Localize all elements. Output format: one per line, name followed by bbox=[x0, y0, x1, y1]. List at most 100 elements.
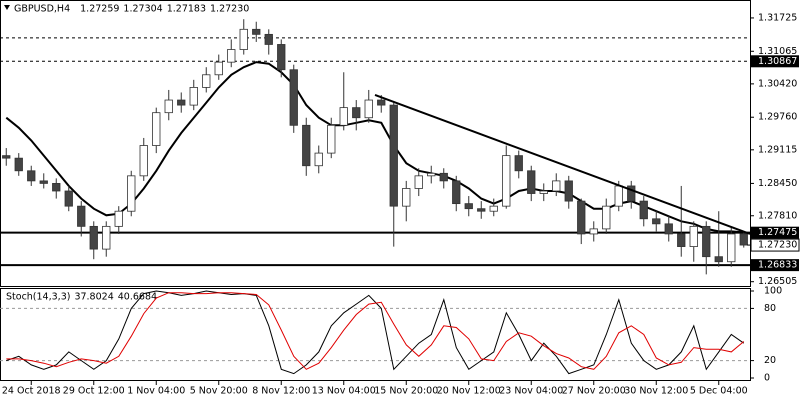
candle-body bbox=[677, 233, 686, 247]
candle-body bbox=[214, 61, 223, 76]
candle-body bbox=[302, 124, 311, 167]
level-tag bbox=[751, 259, 799, 272]
x-tick-label: 24 Oct 2018 bbox=[2, 386, 61, 397]
level-label: 1.26833 bbox=[758, 260, 797, 271]
x-tick-label: 29 Oct 12:00 bbox=[63, 386, 125, 397]
candle-body bbox=[489, 205, 498, 212]
x-tick-label: 23 Nov 04:00 bbox=[499, 386, 563, 397]
x-tick-label: 5 Nov 20:00 bbox=[190, 386, 248, 397]
candle-body bbox=[527, 170, 536, 194]
header-arrow bbox=[4, 5, 10, 10]
candle-body bbox=[602, 205, 611, 230]
candle-body bbox=[2, 155, 11, 159]
candle-body bbox=[652, 218, 661, 225]
candle-body bbox=[264, 33, 273, 45]
y-tick-label: 1.29115 bbox=[758, 144, 797, 155]
candle-body bbox=[114, 210, 123, 227]
candle-body bbox=[427, 172, 436, 177]
candle-body bbox=[339, 107, 348, 126]
stoch-panel bbox=[0, 288, 751, 381]
y-tick-label: 100 bbox=[764, 286, 782, 297]
indicator-reading: 40.6684 bbox=[118, 292, 157, 303]
indicator-reading: 37.8024 bbox=[74, 292, 113, 303]
candle-body bbox=[289, 69, 298, 126]
stoch-line bbox=[6, 290, 745, 375]
candle-body bbox=[77, 205, 86, 227]
candle-body bbox=[502, 155, 511, 207]
candle-body bbox=[277, 44, 286, 71]
quote-value: 1.27304 bbox=[123, 4, 162, 15]
candle-body bbox=[664, 223, 673, 235]
candle-body bbox=[127, 175, 136, 212]
candle-body bbox=[464, 203, 473, 210]
candle-body bbox=[739, 233, 748, 246]
candle-body bbox=[552, 180, 561, 192]
x-tick-label: 1 Nov 04:00 bbox=[127, 386, 185, 397]
x-tick-label: 8 Nov 12:00 bbox=[252, 386, 310, 397]
current-price-label: 1.27230 bbox=[758, 240, 797, 251]
indicator-title: Stoch(14,3,3) bbox=[6, 292, 70, 303]
candle-body bbox=[102, 225, 111, 250]
candle-body bbox=[564, 180, 573, 202]
candle-body bbox=[202, 74, 211, 88]
candle-body bbox=[227, 49, 236, 63]
candle-body bbox=[177, 99, 186, 106]
candle-body bbox=[727, 233, 736, 263]
y-tick-label: 80 bbox=[764, 303, 776, 314]
y-tick-label: 1.31065 bbox=[758, 46, 797, 57]
candle-body bbox=[39, 180, 48, 184]
quote-value: 1.27183 bbox=[167, 4, 206, 15]
quote-value: 1.27230 bbox=[210, 4, 249, 15]
y-tick-label: 20 bbox=[764, 355, 776, 366]
candle-body bbox=[414, 175, 423, 189]
y-tick-label: 1.29760 bbox=[758, 112, 797, 123]
level-label: 1.30867 bbox=[758, 56, 797, 67]
y-tick-label: 1.31725 bbox=[758, 12, 797, 23]
candle-body bbox=[389, 104, 398, 207]
quote-value: 1.27259 bbox=[80, 4, 119, 15]
candle-body bbox=[689, 225, 698, 247]
y-tick-label: 1.26505 bbox=[758, 276, 797, 287]
candle-body bbox=[352, 107, 361, 119]
level-label: 1.27475 bbox=[758, 227, 797, 238]
candle-body bbox=[614, 185, 623, 207]
candle-body bbox=[327, 124, 336, 154]
candle-body bbox=[364, 99, 373, 119]
trendline bbox=[374, 94, 751, 235]
x-tick-label: 30 Nov 12:00 bbox=[624, 386, 688, 397]
candle-body bbox=[627, 185, 636, 202]
candle-body bbox=[239, 28, 248, 50]
y-tick-label: 1.28450 bbox=[758, 178, 797, 189]
level-tag bbox=[751, 226, 799, 239]
candle-body bbox=[189, 87, 198, 106]
candle-body bbox=[452, 180, 461, 205]
price-panel bbox=[0, 0, 751, 287]
price-tag bbox=[750, 238, 800, 252]
y-tick-label: 0 bbox=[764, 373, 770, 384]
candle-body bbox=[477, 208, 486, 212]
y-tick-label: 1.30420 bbox=[758, 78, 797, 89]
candle-body bbox=[139, 145, 148, 177]
candle-body bbox=[14, 157, 23, 172]
candle-body bbox=[639, 200, 648, 220]
level-tag bbox=[751, 55, 799, 68]
chart-title: GBPUSD,H4 bbox=[14, 4, 70, 15]
candle-body bbox=[514, 155, 523, 172]
candle-body bbox=[539, 190, 548, 194]
candle-body bbox=[439, 172, 448, 182]
candle-body bbox=[89, 225, 98, 250]
x-tick-label: 27 Nov 20:00 bbox=[562, 386, 626, 397]
candle-body bbox=[577, 200, 586, 235]
candle-body bbox=[252, 28, 261, 35]
x-tick-label: 20 Nov 12:00 bbox=[437, 386, 501, 397]
candle-body bbox=[377, 99, 386, 106]
x-tick-label: 5 Dec 04:00 bbox=[690, 386, 748, 397]
x-tick-label: 15 Nov 20:00 bbox=[374, 386, 438, 397]
candle-body bbox=[52, 183, 61, 192]
candle-body bbox=[164, 99, 173, 114]
candle-body bbox=[152, 112, 161, 146]
candle-body bbox=[64, 190, 73, 207]
candle-body bbox=[27, 170, 36, 182]
